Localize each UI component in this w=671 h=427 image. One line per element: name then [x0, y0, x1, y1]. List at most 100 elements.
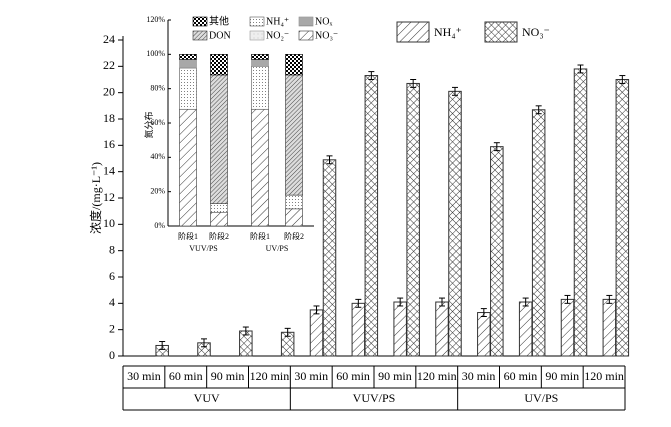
bar — [615, 79, 630, 357]
y-tick-label: 120% — [146, 15, 165, 24]
legend-label: NOₓ — [315, 16, 332, 27]
inset-y-axis-label: 氮分布 — [143, 111, 154, 138]
y-tick-label: 20% — [150, 186, 165, 195]
legend-swatch — [396, 21, 430, 43]
error-bar — [522, 297, 529, 307]
legend-swatch — [249, 30, 265, 41]
error-bar — [606, 294, 613, 304]
stacked-bar-segment — [210, 211, 228, 227]
x-tick-label: 60 min — [336, 369, 370, 383]
legend-swatch — [192, 30, 208, 41]
x-tick-label: 90 min — [378, 369, 412, 383]
stacked-bar-segment — [251, 54, 269, 60]
error-bar — [439, 297, 445, 307]
error-bar — [201, 338, 207, 348]
legend-label: NH₄⁺ — [266, 16, 289, 27]
y-tick-label: 60% — [150, 118, 165, 127]
y-tick-label: 14 — [103, 163, 115, 177]
error-bar — [619, 75, 626, 84]
bar — [531, 109, 546, 357]
error-bar — [355, 298, 362, 308]
bar — [435, 301, 449, 357]
legend-swatch — [249, 16, 265, 27]
legend-label: NO₃⁻ — [522, 25, 550, 39]
stacked-bar-segment — [251, 59, 269, 67]
y-tick-label: 100% — [146, 49, 165, 58]
legend-swatch — [298, 16, 314, 27]
x-tick-label: 30 min — [294, 369, 328, 383]
y-tick-label: 20 — [103, 84, 115, 98]
group-label: VUV/PS — [189, 244, 217, 253]
y-tick-label: 40% — [150, 152, 165, 161]
legend-swatch — [484, 21, 518, 43]
y-tick-label: 22 — [103, 58, 115, 72]
error-bar — [410, 79, 417, 88]
error-bar — [326, 155, 333, 165]
x-tick-label: 90 min — [545, 369, 579, 383]
y-tick-label: 80% — [150, 83, 165, 92]
bar — [490, 146, 504, 357]
bar — [322, 159, 337, 357]
bar — [309, 309, 324, 357]
legend-swatch — [298, 30, 314, 41]
x-tick-label: 30 min — [127, 369, 161, 383]
stacked-bar-segment — [285, 208, 303, 227]
error-bar — [452, 86, 458, 96]
group-label: UV/PS — [266, 244, 289, 253]
legend-label: DON — [209, 30, 231, 41]
x-tick-label: 120 min — [250, 369, 290, 383]
y-tick-label: 4 — [109, 295, 115, 309]
error-bar — [480, 308, 487, 317]
y-tick-label: 8 — [109, 242, 115, 256]
stacked-bar-segment — [285, 194, 303, 210]
legend-label: NO₂⁻ — [266, 30, 289, 41]
group-label: UV/PS — [524, 391, 558, 405]
stacked-bar-segment — [210, 74, 228, 204]
bar — [448, 90, 462, 357]
error-bar — [159, 341, 166, 350]
error-bar — [242, 326, 249, 336]
stacked-bar-segment — [179, 67, 197, 110]
bar — [573, 68, 588, 357]
stacked-bar-segment — [179, 59, 197, 69]
y-tick-label: 10 — [103, 216, 115, 230]
x-tick-label: 阶段1 — [178, 231, 198, 241]
x-tick-label: 60 min — [504, 369, 538, 383]
error-bar — [284, 327, 291, 337]
bar — [602, 298, 617, 357]
error-bar — [368, 71, 375, 80]
y-tick-label: 6 — [109, 269, 115, 283]
stacked-bar-segment — [210, 203, 228, 213]
y-tick-label: 0 — [109, 348, 115, 362]
x-tick-label: 90 min — [211, 369, 245, 383]
bar — [364, 75, 379, 357]
bar — [560, 298, 575, 357]
group-label: VUV — [194, 391, 220, 405]
legend-label: NO₃⁻ — [315, 30, 338, 41]
stacked-bar-segment — [179, 108, 197, 227]
y-tick-label: 12 — [103, 190, 115, 204]
error-bar — [564, 294, 571, 304]
stacked-bar-segment — [285, 74, 303, 196]
legend-label: 其他 — [209, 14, 229, 27]
y-tick-label: 24 — [103, 32, 115, 46]
bar — [406, 82, 420, 357]
bar — [393, 301, 407, 357]
bar — [518, 301, 533, 357]
y-tick-label: 2 — [109, 321, 115, 335]
y-tick-label: 0% — [154, 221, 165, 230]
x-tick-label: 30 min — [462, 369, 496, 383]
legend-swatch — [192, 16, 208, 27]
x-tick-label: 阶段2 — [284, 231, 304, 241]
stacked-bar-segment — [179, 54, 197, 60]
group-label: VUV/PS — [353, 391, 396, 405]
x-tick-label: 阶段1 — [250, 231, 270, 241]
x-tick-label: 阶段2 — [209, 231, 229, 241]
bar — [351, 302, 366, 357]
bar — [477, 312, 491, 357]
stacked-bar-segment — [210, 54, 228, 76]
error-bar — [397, 297, 404, 307]
stacked-bar-segment — [285, 54, 303, 76]
error-bar — [577, 64, 584, 74]
